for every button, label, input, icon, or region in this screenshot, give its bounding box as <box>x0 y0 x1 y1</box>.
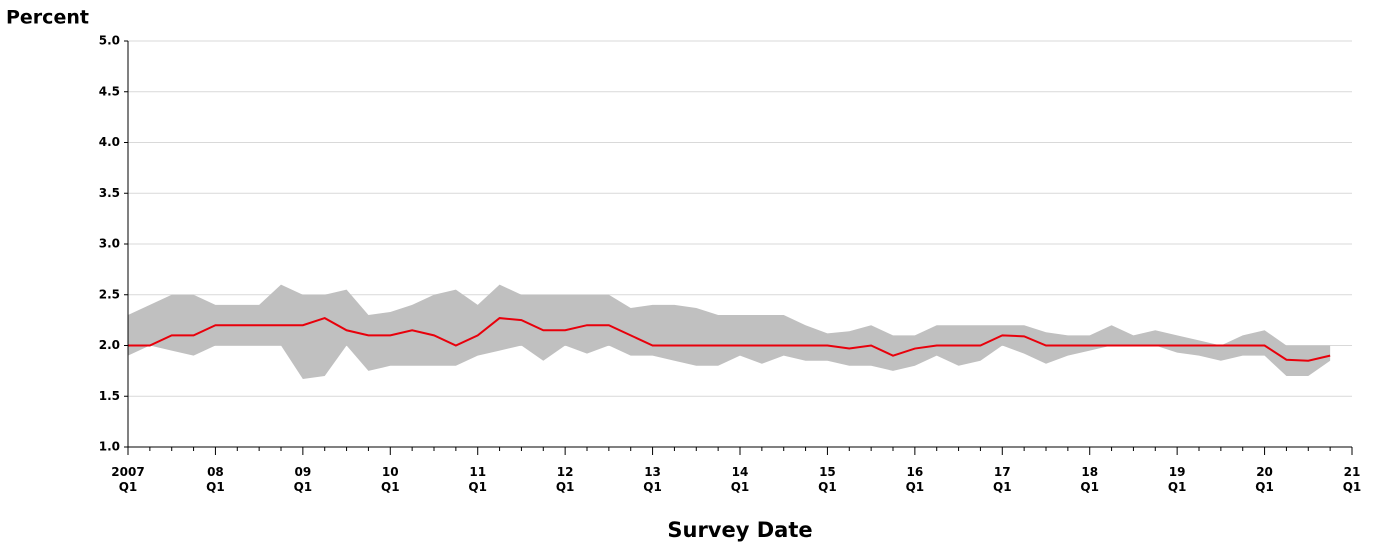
y-tick-label: 1.0 <box>99 440 120 454</box>
line <box>128 317 1331 362</box>
x-tick-label: 21 Q1 <box>1342 465 1362 494</box>
x-tick-label: 09 Q1 <box>293 465 313 494</box>
x-tick-label: 12 Q1 <box>555 465 575 494</box>
y-tick-label: 2.5 <box>99 287 120 301</box>
x-tick-label: 2007 Q1 <box>111 465 145 494</box>
x-tick-label: 08 Q1 <box>206 465 225 494</box>
y-axis-title: Percent <box>6 7 89 29</box>
x-tick-label: 17 Q1 <box>993 465 1012 494</box>
x-tick-label: 15 Q1 <box>818 465 837 494</box>
x-axis-title: Survey Date <box>667 518 812 542</box>
x-tick-label: 18 Q1 <box>1080 465 1099 494</box>
y-tick-label: 2.0 <box>99 338 120 352</box>
x-tick-label: 19 Q1 <box>1167 465 1187 494</box>
y-tick-label: 4.0 <box>99 135 120 149</box>
x-tick-label: 20 Q1 <box>1255 465 1274 494</box>
range-band <box>128 284 1331 379</box>
y-tick-label: 3.5 <box>99 186 120 200</box>
y-tick-label: 5.0 <box>99 34 120 48</box>
y-tick-label: 4.5 <box>99 84 120 98</box>
x-tick-label: 10 Q1 <box>381 465 400 494</box>
x-tick-label: 14 Q1 <box>730 465 750 494</box>
x-tick-label: 13 Q1 <box>643 465 662 494</box>
x-tick-label: 11 Q1 <box>468 465 487 494</box>
y-tick-label: 3.0 <box>99 237 120 251</box>
y-tick-label: 1.5 <box>99 389 120 403</box>
x-tick-label: 16 Q1 <box>905 465 925 494</box>
